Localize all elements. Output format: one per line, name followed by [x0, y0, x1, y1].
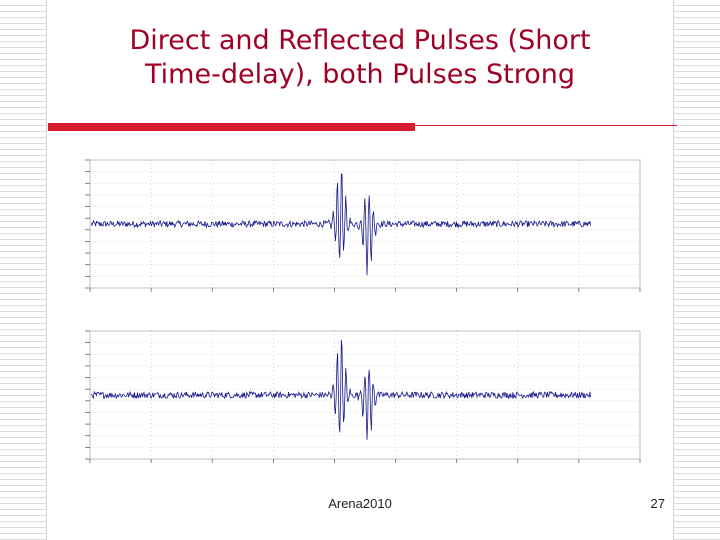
title-underline-thick: [48, 123, 415, 131]
slide-title-line-1: Direct and Reflected Pulses (Short: [129, 25, 591, 56]
left-stripe-decoration: [0, 0, 47, 540]
plot-panel-1: [85, 159, 641, 292]
title-underline-thin: [415, 125, 677, 126]
page-number: 27: [650, 496, 665, 511]
right-stripe-decoration: [673, 0, 720, 540]
signal-series-line: [90, 173, 591, 276]
footer-text: Arena2010: [328, 496, 392, 511]
slide-title: Direct and Reflected Pulses (Short Time-…: [60, 24, 660, 92]
plot-frame: [89, 159, 641, 289]
plot-panel-2: [85, 330, 641, 463]
slide-title-line-2: Time-delay), both Pulses Strong: [145, 59, 575, 90]
signal-series-line: [90, 339, 591, 440]
pulse-plots-figure: [85, 159, 641, 463]
plot-frame: [89, 330, 641, 460]
